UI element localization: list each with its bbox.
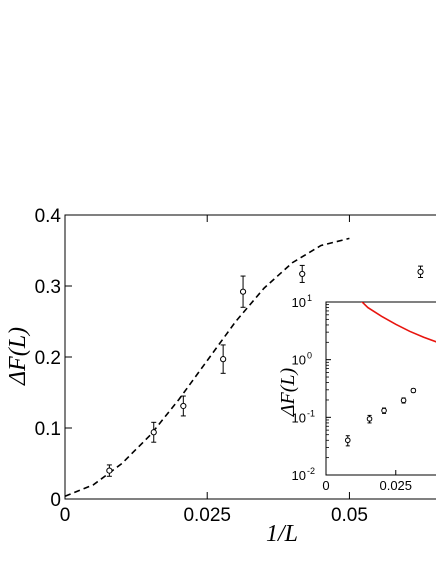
main-data-point <box>180 395 187 417</box>
inset-plot-frame <box>325 301 436 476</box>
inset-data-point <box>344 435 351 447</box>
main-y-tick-label: 0.1 <box>35 419 61 440</box>
inset-point-marker <box>366 416 373 422</box>
inset-y-tick-exponent: 1 <box>307 293 312 303</box>
main-data-point <box>106 464 113 477</box>
main-data-point <box>220 344 227 374</box>
main-data-point <box>150 421 157 443</box>
main-y-tick-label: 0.3 <box>35 277 61 298</box>
inset-point-marker <box>410 387 417 394</box>
main-data-point <box>417 265 424 278</box>
main-y-tick-label: 0.4 <box>35 206 62 227</box>
main-point-marker <box>180 402 187 410</box>
inset-y-tick-label: 10 <box>292 295 306 310</box>
main-point-marker <box>417 268 424 275</box>
inset-red-curve <box>360 302 436 343</box>
main-x-tick-label: 0.025 <box>183 505 231 526</box>
main-x-tick-label: 0 <box>60 505 71 526</box>
main-plot: 0 0.025 0.05 0 0.1 0.2 0.3 0.4 1/L ΔF(L) <box>5 206 436 547</box>
inset-data-point <box>381 407 387 414</box>
inset-curve-group <box>360 302 436 343</box>
inset-y-tick-label: 10 <box>292 468 306 483</box>
inset-y-tick-exponent: -1 <box>307 408 315 418</box>
inset-y-tick-label: 10 <box>292 410 306 425</box>
inset-background <box>326 302 436 475</box>
inset-x-tick-label: 0.025 <box>379 478 412 493</box>
main-fit-curve-group <box>65 237 350 497</box>
inset-x-tick-label: 0 <box>322 478 329 493</box>
main-x-ticks: 0 0.025 0.05 <box>60 215 368 526</box>
main-y-tick-label: 0.2 <box>35 348 61 369</box>
main-point-marker <box>150 429 157 436</box>
main-x-axis-title: 1/L <box>266 521 298 547</box>
inset-y-tick-label: 10 <box>292 353 306 368</box>
inset-point-marker <box>381 407 387 414</box>
main-y-ticks: 0 0.1 0.2 0.3 0.4 <box>35 206 72 511</box>
main-data-point <box>239 275 247 308</box>
main-y-tick-label: 0 <box>50 490 61 511</box>
inset-point-marker <box>400 397 407 404</box>
main-data-point <box>299 264 306 283</box>
main-point-marker <box>220 356 227 363</box>
main-data-points <box>106 264 424 477</box>
inset-y-tick-exponent: -2 <box>307 466 315 476</box>
inset-data-point <box>410 387 417 394</box>
inset-data-points <box>344 387 417 447</box>
main-x-tick-label: 0.05 <box>331 505 368 526</box>
inset-y-tick-exponent: 0 <box>307 351 312 361</box>
main-y-axis-title: ΔF(L) <box>5 327 31 386</box>
inset-point-marker <box>344 437 351 444</box>
main-point-marker <box>106 467 113 474</box>
main-dashed-fit-curve <box>65 237 350 497</box>
inset-y-axis-title: ΔF(L) <box>277 367 299 417</box>
main-point-marker <box>299 270 306 278</box>
inset-data-point <box>366 414 373 424</box>
inset-data-point <box>400 397 407 404</box>
main-point-marker <box>239 288 247 295</box>
